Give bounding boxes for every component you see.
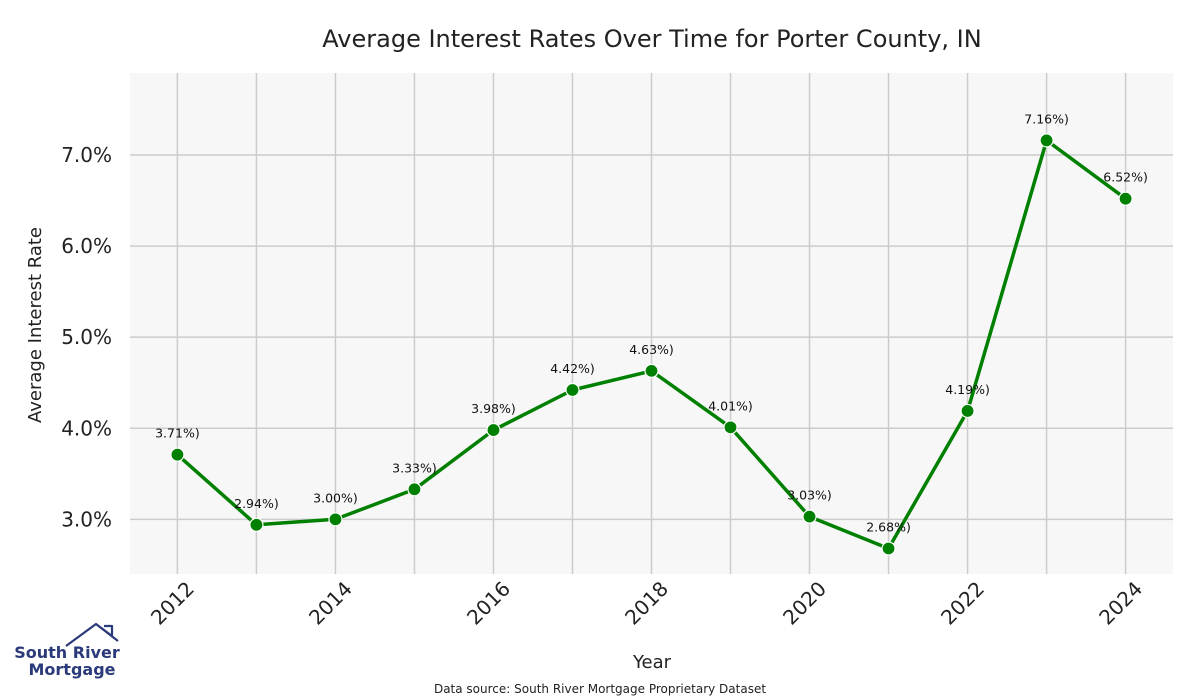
data-label: 4.63%) — [629, 342, 674, 357]
brand-logo: South River Mortgage — [14, 622, 120, 679]
data-source-note: Data source: South River Mortgage Propri… — [434, 682, 766, 696]
logo-line1: South River — [14, 643, 120, 662]
data-label: 2.94%) — [234, 496, 279, 511]
x-tick-label: 2018 — [620, 577, 673, 630]
data-label: 3.03%) — [787, 488, 832, 503]
data-label: 3.71%) — [155, 426, 200, 441]
data-point — [170, 447, 185, 462]
y-tick-label: 6.0% — [61, 234, 112, 258]
data-label: 6.52%) — [1103, 170, 1148, 185]
data-points — [170, 133, 1133, 556]
data-point — [881, 541, 896, 556]
data-label: 2.68%) — [866, 519, 911, 534]
data-label: 4.19%) — [945, 382, 990, 397]
x-axis-label: Year — [632, 652, 672, 673]
x-tick-label: 2020 — [778, 577, 831, 630]
y-tick-label: 3.0% — [61, 507, 112, 531]
y-tick-label: 7.0% — [61, 143, 112, 167]
x-tick-label: 2022 — [936, 577, 989, 630]
data-point — [249, 517, 264, 532]
x-tick-label: 2012 — [146, 577, 199, 630]
x-tick-label: 2014 — [304, 577, 357, 630]
data-point — [1118, 191, 1133, 206]
data-point — [960, 403, 975, 419]
data-label: 3.98%) — [471, 401, 516, 416]
data-point — [644, 363, 659, 378]
chart-title: Average Interest Rates Over Time for Por… — [322, 25, 981, 53]
grid — [130, 73, 1173, 574]
data-label: 3.00%) — [313, 490, 358, 505]
y-tick-label: 5.0% — [61, 325, 112, 349]
data-point — [1039, 133, 1054, 148]
y-axis-label: Average Interest Rate — [25, 227, 46, 423]
data-point — [802, 509, 817, 524]
data-label: 3.33%) — [392, 460, 437, 475]
data-labels: 3.71%) 2.94%) 3.00%) 3.33%) 3.98%) 4.42%) 4.63… — [155, 111, 1148, 534]
data-point — [407, 482, 422, 497]
y-axis-ticks: 3.0% 4.0% 5.0% 6.0% 7.0% — [61, 143, 112, 531]
y-tick-label: 4.0% — [61, 416, 112, 440]
data-label: 4.01%) — [708, 398, 753, 413]
data-point — [486, 422, 501, 438]
x-tick-label: 2016 — [462, 577, 515, 630]
data-label: 4.42%) — [550, 361, 595, 376]
x-axis-ticks: 2012 2014 2016 2018 2020 2022 2024 — [146, 577, 1147, 630]
data-point — [565, 382, 580, 398]
data-point — [723, 420, 738, 435]
x-tick-label: 2024 — [1094, 577, 1147, 630]
house-roof-icon — [65, 622, 119, 647]
data-label: 7.16%) — [1024, 111, 1069, 126]
logo-line2: Mortgage — [28, 660, 115, 679]
data-point — [328, 512, 343, 527]
